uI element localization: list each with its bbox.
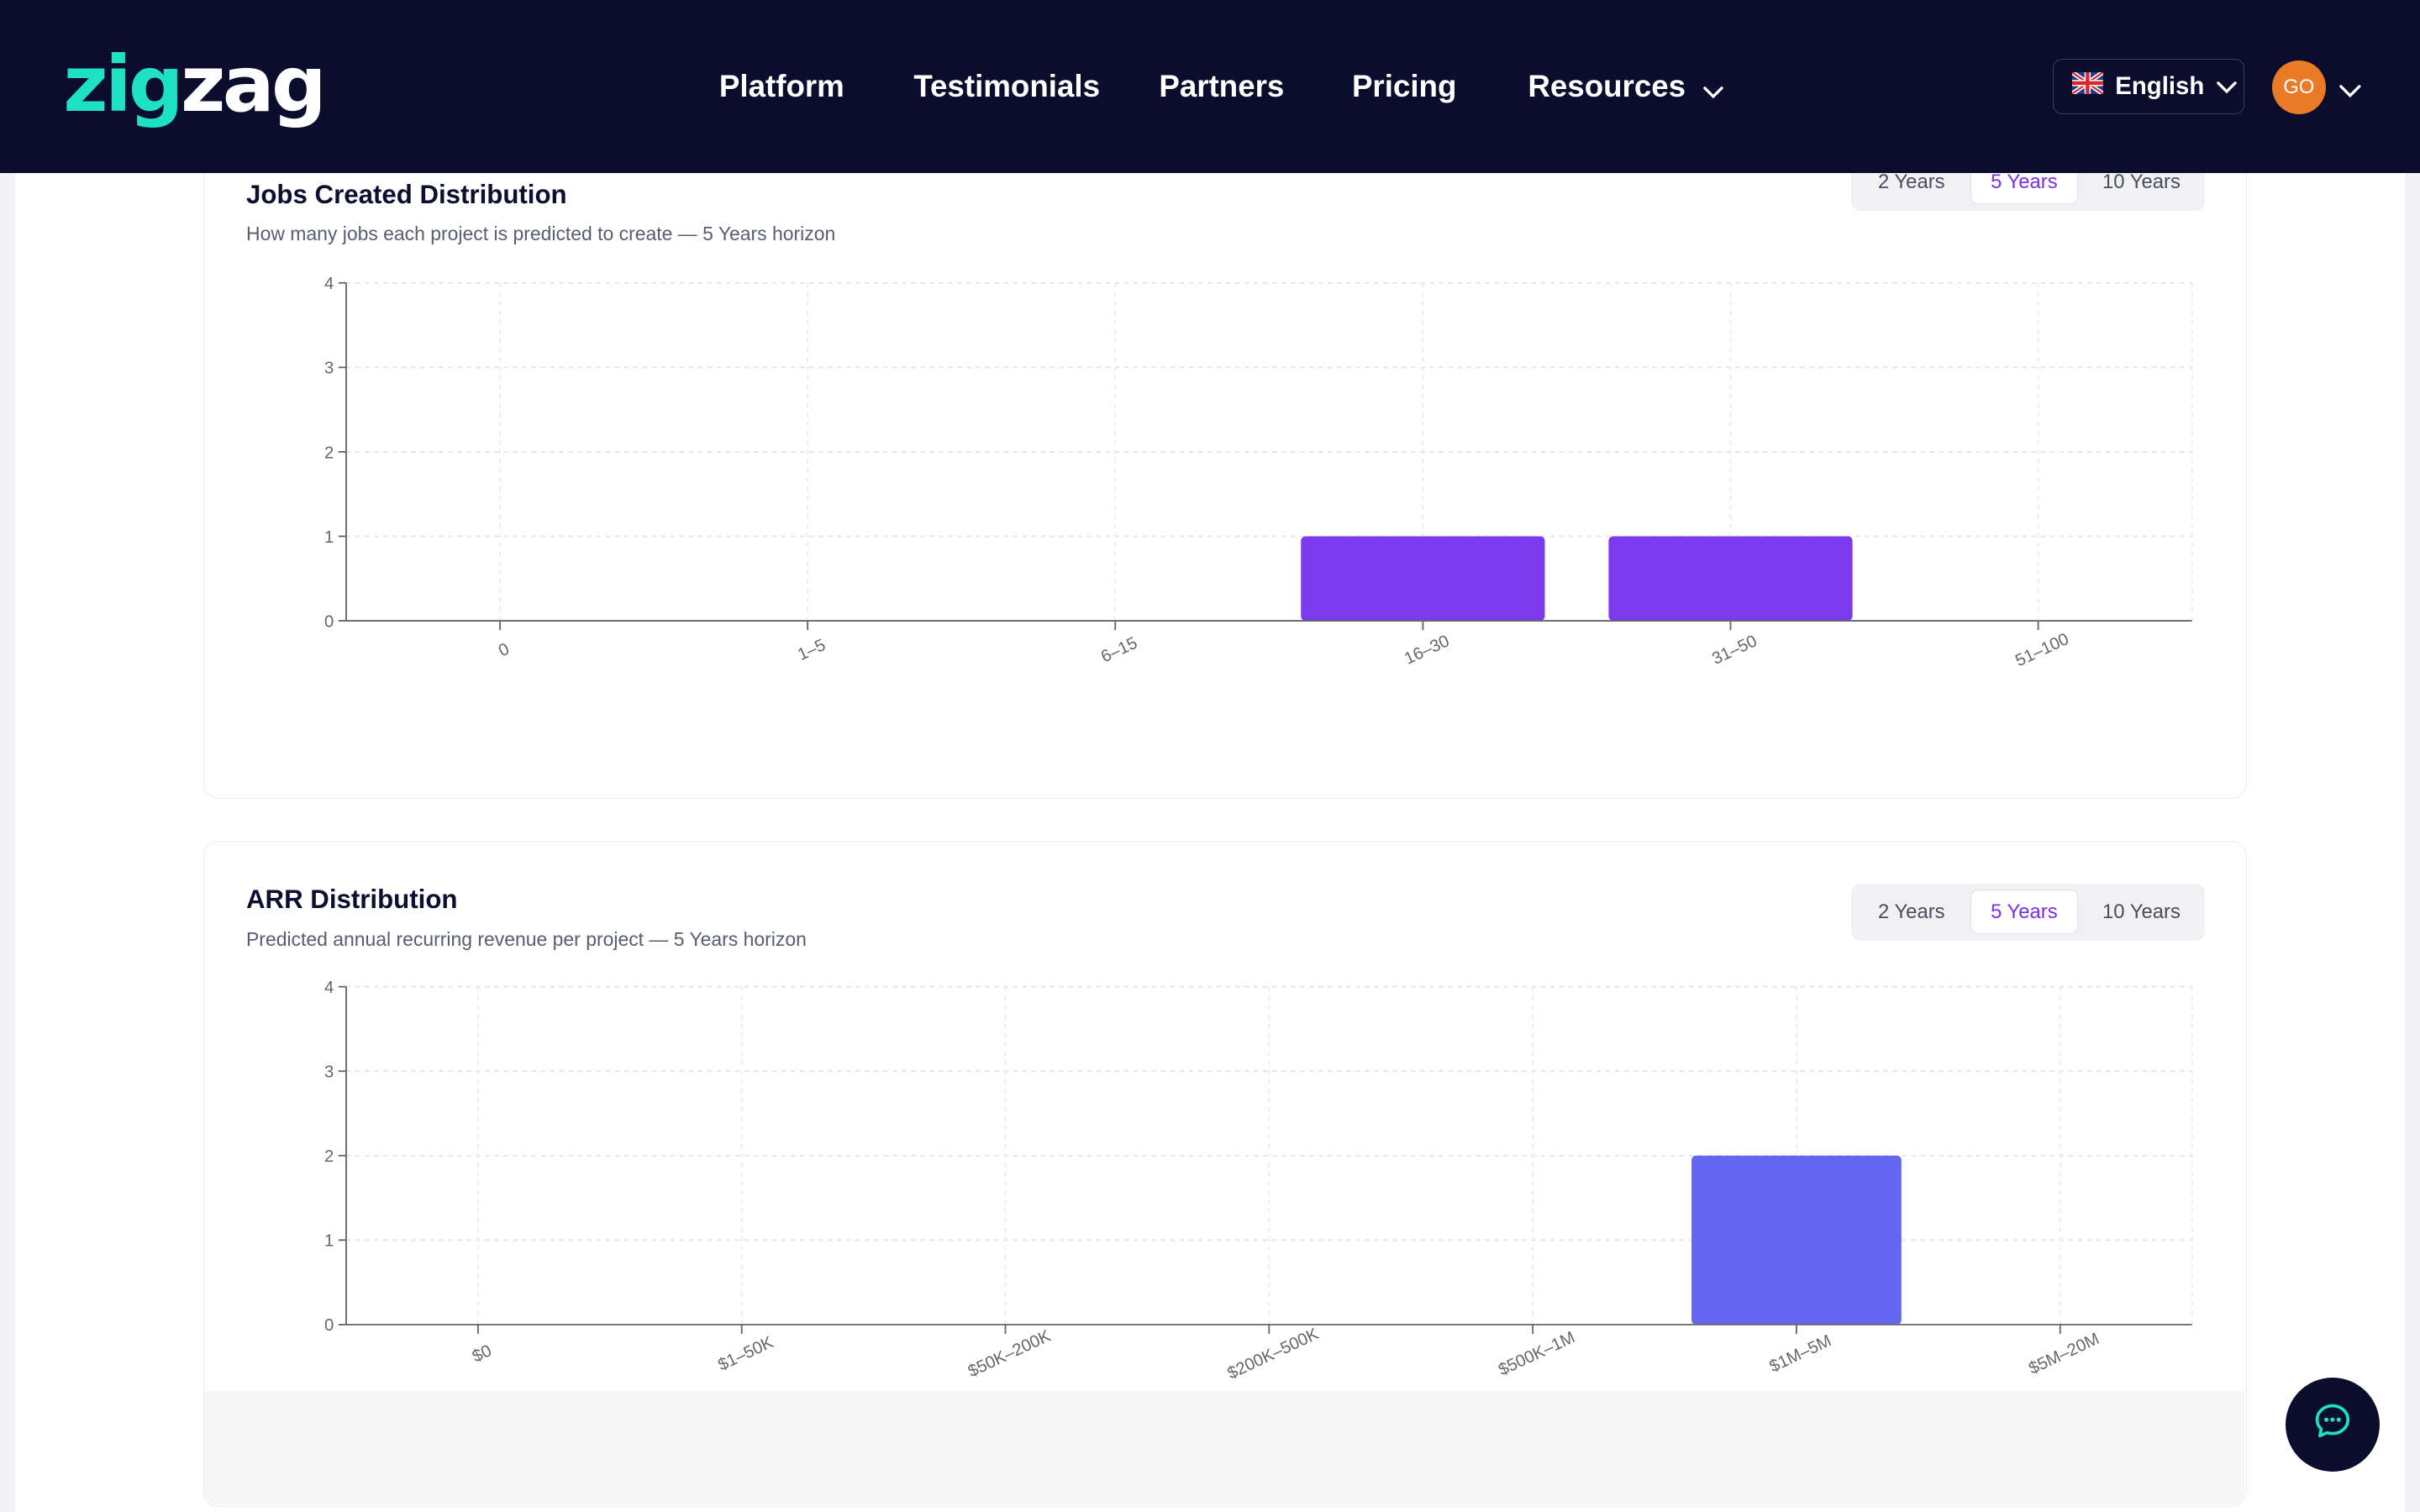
nav-pricing[interactable]: Pricing — [1352, 65, 1456, 108]
nav-resources[interactable]: Resources — [1528, 65, 1724, 110]
tab-2-years[interactable]: 2 Years — [1877, 170, 1945, 193]
arr-distribution-chart: 0 1 2 3 4 $0 $1–50K $50K–200K $200K–500K $500K–1M… — [324, 979, 2194, 1383]
x-tick-label: 0 — [497, 640, 513, 661]
x-tick-label: 6–15 — [1098, 634, 1140, 667]
x-tick-label: $500K–1M — [1496, 1328, 1578, 1379]
x-tick-label: 16–30 — [1402, 632, 1453, 669]
jobs-created-card: Jobs Created Distribution How many jobs … — [203, 148, 2248, 800]
y-tick-label: 2 — [324, 444, 334, 463]
y-tick-label: 1 — [324, 1232, 334, 1251]
language-label: English — [2115, 71, 2205, 100]
nav-testimonials[interactable]: Testimonials — [913, 65, 1100, 108]
chat-bubble-icon — [2312, 1401, 2353, 1448]
x-tick-label: $200K–500K — [1225, 1325, 1323, 1383]
card-subtitle: Predicted annual recurring revenue per p… — [246, 927, 807, 950]
tab-10-years[interactable]: 10 Years — [2102, 900, 2181, 923]
arr-distribution-card: ARR Distribution Predicted annual recurr… — [203, 840, 2248, 1508]
x-tick-label: 1–5 — [795, 636, 829, 664]
tab-10-years[interactable]: 10 Years — [2102, 170, 2181, 193]
nav-platform[interactable]: Platform — [719, 65, 844, 108]
card-subtitle: How many jobs each project is predicted … — [246, 223, 836, 245]
bar — [1691, 1155, 1902, 1325]
top-navigation-bar: zigzag Platform Testimonials Partners Pr… — [0, 0, 2420, 173]
content-column: Jobs Created Distribution How many jobs … — [15, 148, 2405, 1512]
y-tick-label: 2 — [324, 1147, 334, 1166]
x-tick-label: 51–100 — [2013, 630, 2072, 670]
x-tick-label: $1–50K — [716, 1333, 777, 1375]
nav-testimonials-label: Testimonials — [913, 69, 1101, 104]
user-avatar[interactable]: GO — [2271, 60, 2326, 114]
bar — [1608, 536, 1854, 622]
y-tick-label: 4 — [324, 275, 334, 293]
x-tick-label: $0 — [470, 1341, 495, 1366]
card-title: ARR Distribution — [246, 885, 458, 915]
x-tick-label: 31–50 — [1710, 632, 1760, 669]
nav-partners[interactable]: Partners — [1159, 65, 1284, 108]
card-footer-area — [204, 1390, 2245, 1505]
horizon-toggle: 2 Years 5 Years 10 Years — [1851, 883, 2205, 941]
nav-partners-label: Partners — [1159, 69, 1285, 104]
jobs-created-chart: 0 1 2 3 4 0 1–5 6–15 16–30 31–50 51–100 — [324, 275, 2194, 671]
y-tick-label: 3 — [324, 1063, 334, 1082]
account-menu-chevron-icon[interactable] — [2339, 77, 2361, 106]
logo-part-zag: zag — [180, 39, 327, 129]
card-title: Jobs Created Distribution — [246, 180, 567, 210]
tab-2-years[interactable]: 2 Years — [1877, 900, 1945, 923]
chat-button[interactable] — [2286, 1378, 2381, 1473]
y-tick-label: 1 — [324, 528, 334, 547]
chevron-down-icon — [2217, 72, 2237, 101]
chevron-down-icon — [1703, 67, 1724, 110]
logo-part-zig: zig — [63, 39, 183, 129]
y-tick-label: 3 — [324, 360, 334, 378]
y-tick-label: 0 — [324, 613, 334, 632]
nav-resources-label: Resources — [1528, 69, 1686, 104]
bar — [1301, 536, 1545, 622]
y-tick-label: 4 — [324, 979, 334, 997]
avatar-initials: GO — [2283, 75, 2315, 98]
tab-5-years[interactable]: 5 Years — [1970, 889, 2079, 935]
x-tick-label: $5M–20M — [2027, 1330, 2103, 1378]
y-tick-label: 0 — [324, 1316, 334, 1335]
uk-flag-icon — [2070, 70, 2105, 101]
x-tick-label: $50K–200K — [965, 1326, 1054, 1381]
zigzag-logo[interactable]: zigzag — [63, 39, 327, 130]
nav-platform-label: Platform — [718, 69, 844, 104]
x-tick-label: $1M–5M — [1767, 1331, 1834, 1376]
nav-pricing-label: Pricing — [1351, 69, 1457, 104]
language-selector[interactable]: English — [2052, 58, 2244, 114]
